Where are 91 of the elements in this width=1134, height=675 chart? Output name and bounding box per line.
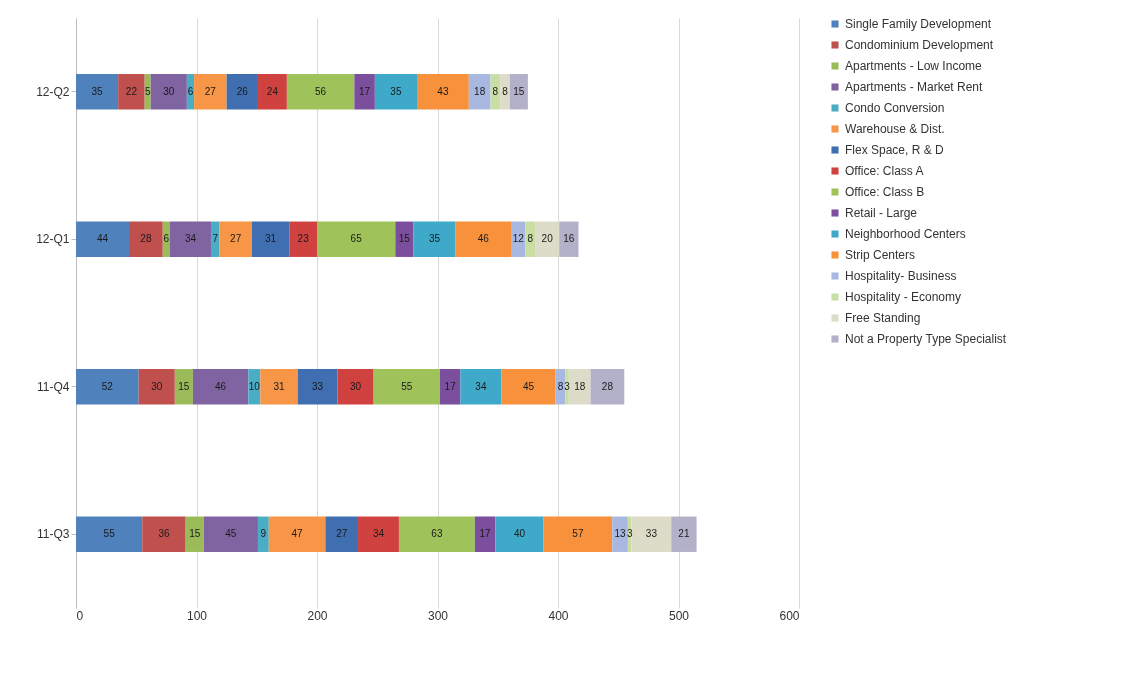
legend-label: Apartments - Low Income [845, 59, 983, 73]
x-tick-label: 100 [186, 608, 208, 623]
data-label: 31 [265, 233, 277, 245]
data-label: 23 [297, 233, 310, 245]
data-label: 30 [151, 380, 163, 392]
data-label: 43 [437, 85, 449, 97]
data-label: 52 [101, 380, 114, 392]
data-label: 63 [431, 528, 443, 540]
data-label: 18 [574, 380, 586, 392]
data-label: 35 [390, 85, 402, 97]
legend-label: Not a Property Type Specialist [845, 332, 1007, 346]
data-label: 20 [541, 233, 554, 245]
data-label: 27 [336, 528, 348, 540]
data-label: 8 [527, 233, 534, 245]
data-label: 65 [350, 233, 363, 245]
data-label: 15 [178, 380, 190, 392]
data-label: 3 [626, 528, 633, 540]
data-label: 13 [614, 528, 627, 540]
legend-label: Hospitality- Business [845, 269, 957, 283]
data-label: 57 [572, 528, 584, 540]
data-label: 17 [359, 85, 371, 97]
x-tick-label: 500 [668, 608, 690, 623]
legend-label: Hospitality - Economy [845, 290, 962, 304]
data-label: 8 [557, 380, 564, 392]
data-label: 10 [248, 380, 261, 392]
data-label: 47 [291, 528, 304, 540]
data-label: 35 [428, 233, 441, 245]
data-label: 33 [312, 380, 324, 392]
legend-label: Free Standing [845, 311, 921, 325]
legend-label: Warehouse & Dist. [845, 122, 945, 136]
data-label: 27 [230, 233, 242, 245]
data-label: 6 [163, 233, 170, 245]
legend-label: Office: Class B [845, 185, 925, 199]
data-label: 44 [96, 233, 109, 245]
legend-label: Retail - Large [845, 206, 918, 220]
legend-label: Strip Centers [845, 248, 916, 262]
data-label: 16 [563, 233, 575, 245]
data-label: 15 [189, 528, 201, 540]
data-label: 45 [225, 528, 237, 540]
data-label: 34 [184, 233, 197, 245]
data-label: 30 [163, 85, 175, 97]
data-label: 35 [91, 85, 104, 97]
data-label: 28 [140, 233, 152, 245]
data-label: 17 [479, 528, 492, 540]
data-label: 8 [502, 85, 509, 97]
legend-label: Condominium Development [845, 38, 994, 52]
data-label: 34 [372, 528, 385, 540]
data-label: 36 [158, 528, 170, 540]
data-label: 33 [645, 528, 658, 540]
x-tick-label: 300 [427, 608, 449, 623]
data-label: 9 [260, 528, 267, 540]
data-label: 15 [513, 85, 525, 97]
data-label: 46 [477, 233, 490, 245]
y-tick-label: 11-Q3 [37, 527, 70, 542]
data-label: 15 [398, 233, 411, 245]
x-tick-label: 400 [548, 608, 569, 623]
data-label: 7 [212, 233, 219, 245]
data-label: 40 [513, 528, 526, 540]
data-label: 6 [187, 85, 194, 97]
data-label: 34 [475, 380, 487, 392]
data-label: 30 [350, 380, 362, 392]
legend-label: Neighborhood Centers [845, 227, 966, 241]
y-tick-label: 12-Q1 [36, 232, 70, 247]
data-label: 22 [125, 85, 138, 97]
legend-label: Apartments - Market Rent [845, 80, 984, 94]
data-label: 27 [204, 85, 217, 97]
data-label: 31 [273, 380, 286, 392]
data-label: 45 [522, 380, 535, 392]
data-label: 55 [103, 528, 116, 540]
data-label: 5 [144, 85, 151, 97]
x-tick-label: 0 [76, 608, 84, 623]
data-label: 18 [474, 85, 486, 97]
data-label: 55 [401, 380, 413, 392]
legend-label: Office: Class A [845, 164, 924, 178]
data-label: 17 [444, 380, 457, 392]
data-label: 56 [315, 85, 327, 97]
legend-label: Flex Space, R & D [845, 143, 945, 157]
data-label: 12 [512, 233, 525, 245]
data-label: 26 [236, 85, 249, 97]
y-tick-label: 11-Q4 [37, 379, 70, 394]
data-label: 28 [601, 380, 614, 392]
legend-label: Condo Conversion [845, 101, 945, 115]
data-label: 8 [492, 85, 499, 97]
legend-label: Single Family Development [845, 17, 992, 31]
y-tick-label: 12-Q2 [36, 84, 70, 99]
data-label: 21 [678, 528, 690, 540]
data-label: 46 [215, 380, 227, 392]
data-label: 24 [266, 85, 279, 97]
data-label: 3 [564, 380, 571, 392]
x-tick-label: 200 [307, 608, 328, 623]
x-tick-label: 600 [779, 608, 800, 623]
